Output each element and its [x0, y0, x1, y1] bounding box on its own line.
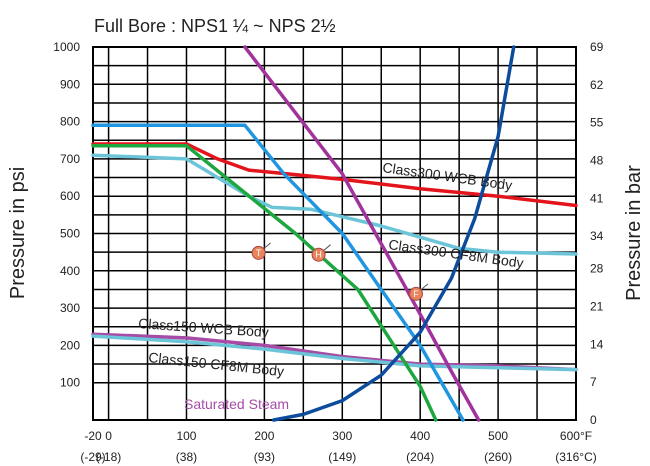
- y2-tick-label: 0: [590, 413, 597, 427]
- series-line-4: [91, 123, 465, 422]
- y-tick-label: 100: [60, 376, 80, 390]
- y2-tick-label: 41: [590, 191, 604, 205]
- chart-title: Full Bore : NPS1 ¼ ~ NPS 2½: [94, 16, 336, 36]
- y-tick-label: 400: [60, 264, 80, 278]
- marker-label: H: [315, 250, 322, 260]
- y-tick-label: 700: [60, 152, 80, 166]
- y2-tick-label: 7: [590, 375, 597, 389]
- x-celsius-tick-label: (-18): [96, 450, 121, 464]
- x-celsius-tick-label: (149): [328, 450, 356, 464]
- y-tick-label: 200: [60, 338, 80, 352]
- y-tick-label: 1000: [53, 40, 80, 54]
- marker-label: T: [256, 248, 262, 258]
- y2-tick-label: 28: [590, 262, 604, 276]
- x-celsius-tick-label: (316°C): [555, 450, 596, 464]
- y-tick-label: 900: [60, 77, 80, 91]
- y2-tick-label: 14: [590, 337, 604, 351]
- y2-tick-label: 55: [590, 116, 604, 130]
- y2-axis-label: Pressure in bar: [623, 165, 645, 301]
- y-axis-label: Pressure in psi: [7, 167, 29, 299]
- x-tick-label: 200: [254, 429, 274, 443]
- marker-circle: [408, 286, 423, 301]
- series-line-1: [91, 153, 578, 256]
- x-tick-label: 300: [332, 429, 352, 443]
- marker-circle: [311, 247, 326, 262]
- series-layer: [91, 45, 578, 422]
- x-celsius-tick-label: (260): [484, 450, 512, 464]
- series-line-0: [91, 142, 578, 208]
- x-tick-label: 500: [488, 429, 508, 443]
- y2-tick-label: 34: [590, 229, 604, 243]
- series-label: Saturated Steam: [184, 396, 289, 412]
- y-tick-label: 800: [60, 115, 80, 129]
- series-line-2: [91, 332, 578, 372]
- series-line-5: [91, 144, 438, 422]
- series-line-7: [271, 45, 516, 422]
- marker-layer: T H F: [251, 242, 429, 301]
- x-tick-label: 400: [410, 429, 430, 443]
- y2-tick-label: 48: [590, 154, 604, 168]
- x-celsius-tick-label: (204): [406, 450, 434, 464]
- y-tick-label: 300: [60, 301, 80, 315]
- x-celsius-tick-label: (38): [176, 450, 197, 464]
- x-tick-label: 100: [176, 429, 196, 443]
- y2-tick-label: 21: [590, 299, 604, 313]
- x-tick-label: 0: [105, 429, 112, 443]
- marker-circle: [251, 245, 266, 260]
- marker-label: F: [413, 289, 419, 299]
- x-tick-label: -20: [84, 429, 102, 443]
- y-tick-label: 600: [60, 189, 80, 203]
- y2-tick-label: 69: [590, 40, 604, 54]
- y2-tick-label: 62: [590, 78, 604, 92]
- series-line-6: [243, 45, 481, 422]
- tick-layer: -20 0 100 200 300 400 500 600°F(-29)(-18) (38) (9…: [53, 40, 603, 464]
- x-celsius-tick-label: (93): [254, 450, 275, 464]
- x-celsius-tick-label: (-29): [80, 450, 105, 464]
- y-tick-label: 500: [60, 227, 80, 241]
- x-tick-label: 600°F: [560, 429, 592, 443]
- series-line-3: [91, 334, 578, 372]
